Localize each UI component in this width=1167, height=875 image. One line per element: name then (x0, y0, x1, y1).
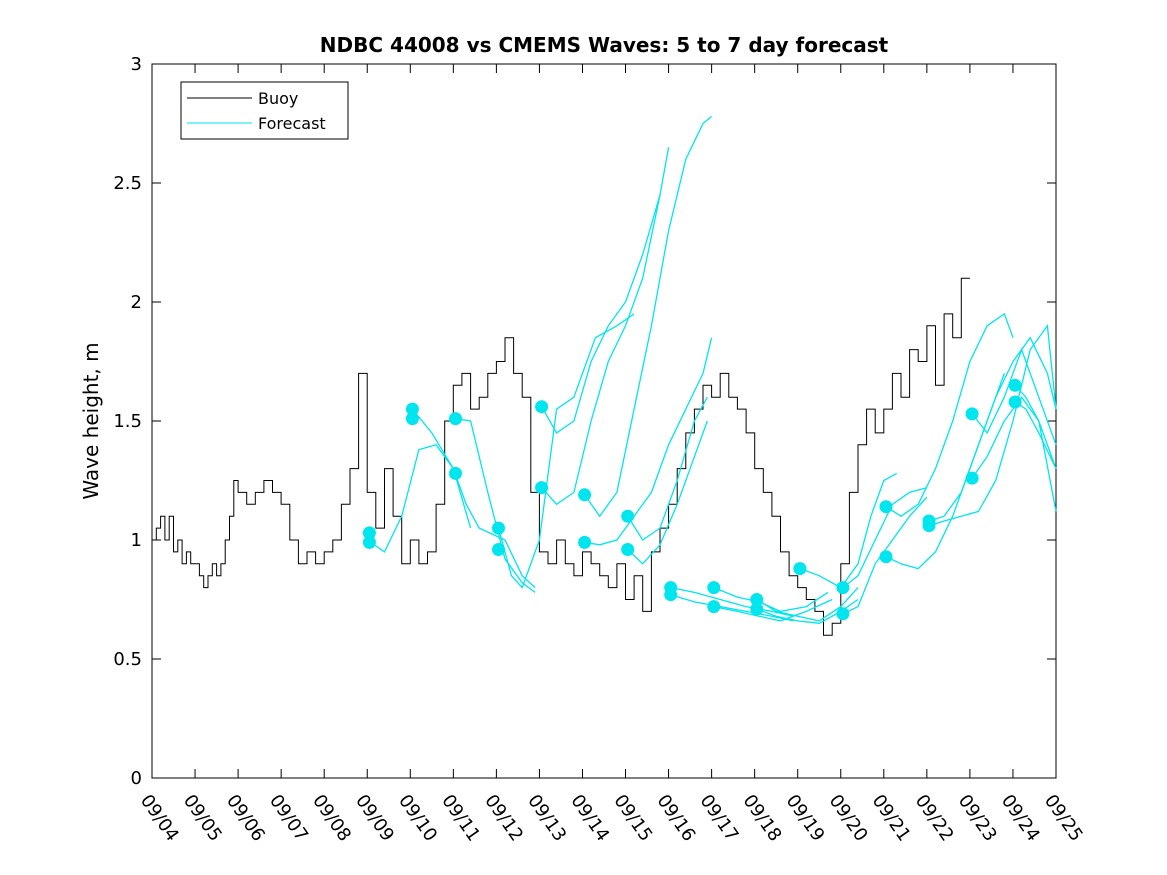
forecast-marker (836, 607, 850, 621)
forecast-marker (578, 488, 592, 502)
forecast-line (584, 115, 713, 518)
y-tick-label: 0 (131, 768, 142, 789)
y-tick-label: 1 (131, 530, 142, 551)
forecast-marker (707, 600, 721, 614)
buoy-line (152, 277, 970, 636)
forecast-marker (449, 412, 462, 426)
forecast-line (928, 336, 1057, 522)
forecast-marker (965, 471, 979, 485)
forecast-line (670, 586, 794, 617)
legend: Buoy Forecast (180, 81, 349, 140)
forecast-marker (621, 543, 635, 556)
plot-area (151, 63, 1057, 779)
y-tick-label: 3 (131, 54, 142, 75)
forecast-marker (664, 588, 678, 602)
forecast-marker (578, 535, 592, 549)
forecast-line (971, 347, 1057, 446)
forecast-marker (1008, 395, 1022, 409)
legend-buoy-label: Buoy (258, 89, 298, 108)
y-tick-label: 1.5 (113, 411, 142, 432)
forecast-marker (449, 466, 462, 480)
forecast-line (928, 324, 1057, 527)
marker-layer (362, 378, 1022, 621)
forecast-marker (965, 407, 979, 421)
forecast-marker (707, 581, 721, 595)
forecast-marker (1008, 378, 1022, 392)
forecast-marker (879, 550, 893, 564)
forecast-marker (750, 602, 764, 616)
forecast-marker (750, 593, 764, 606)
y-tick-label: 0.5 (113, 649, 142, 670)
legend-box (180, 81, 349, 140)
y-axis-label: Wave height, m (79, 342, 103, 499)
legend-forecast-label: Forecast (258, 114, 326, 133)
forecast-line (670, 594, 794, 622)
forecast-line (971, 396, 1057, 479)
forecast-line (541, 194, 661, 506)
forecast-marker (405, 412, 419, 426)
forecast-line (885, 312, 1014, 517)
forecast-line (411, 408, 536, 589)
forecast-marker (621, 509, 635, 523)
forecast-marker (793, 562, 807, 576)
forecast-marker (405, 402, 419, 416)
forecast-marker (922, 519, 936, 533)
forecast-marker (535, 400, 549, 414)
forecast-marker (492, 543, 505, 556)
forecast-marker (362, 526, 376, 540)
forecast-marker (535, 481, 549, 495)
forecast-line (713, 586, 829, 613)
forecast-line (842, 486, 928, 589)
forecast-line (756, 587, 859, 622)
forecast-line (1014, 384, 1057, 512)
forecast-line (541, 147, 670, 434)
forecast-marker (879, 500, 893, 514)
forecast-line (713, 598, 833, 622)
chart-title: NDBC 44008 vs CMEMS Waves: 5 to 7 day fo… (320, 33, 889, 57)
y-tick-label: 2.5 (113, 173, 142, 194)
series-layer (152, 115, 1057, 636)
forecast-marker (492, 521, 505, 535)
forecast-line (627, 420, 708, 565)
forecast-line (584, 337, 713, 546)
y-tick-label: 2 (131, 292, 142, 313)
forecast-line (799, 472, 898, 589)
forecast-line (627, 396, 708, 541)
forecast-marker (836, 581, 850, 595)
y-axis: 0 0.5 1 1.5 2 2.5 3 (113, 54, 1056, 789)
forecast-marker (362, 535, 376, 549)
